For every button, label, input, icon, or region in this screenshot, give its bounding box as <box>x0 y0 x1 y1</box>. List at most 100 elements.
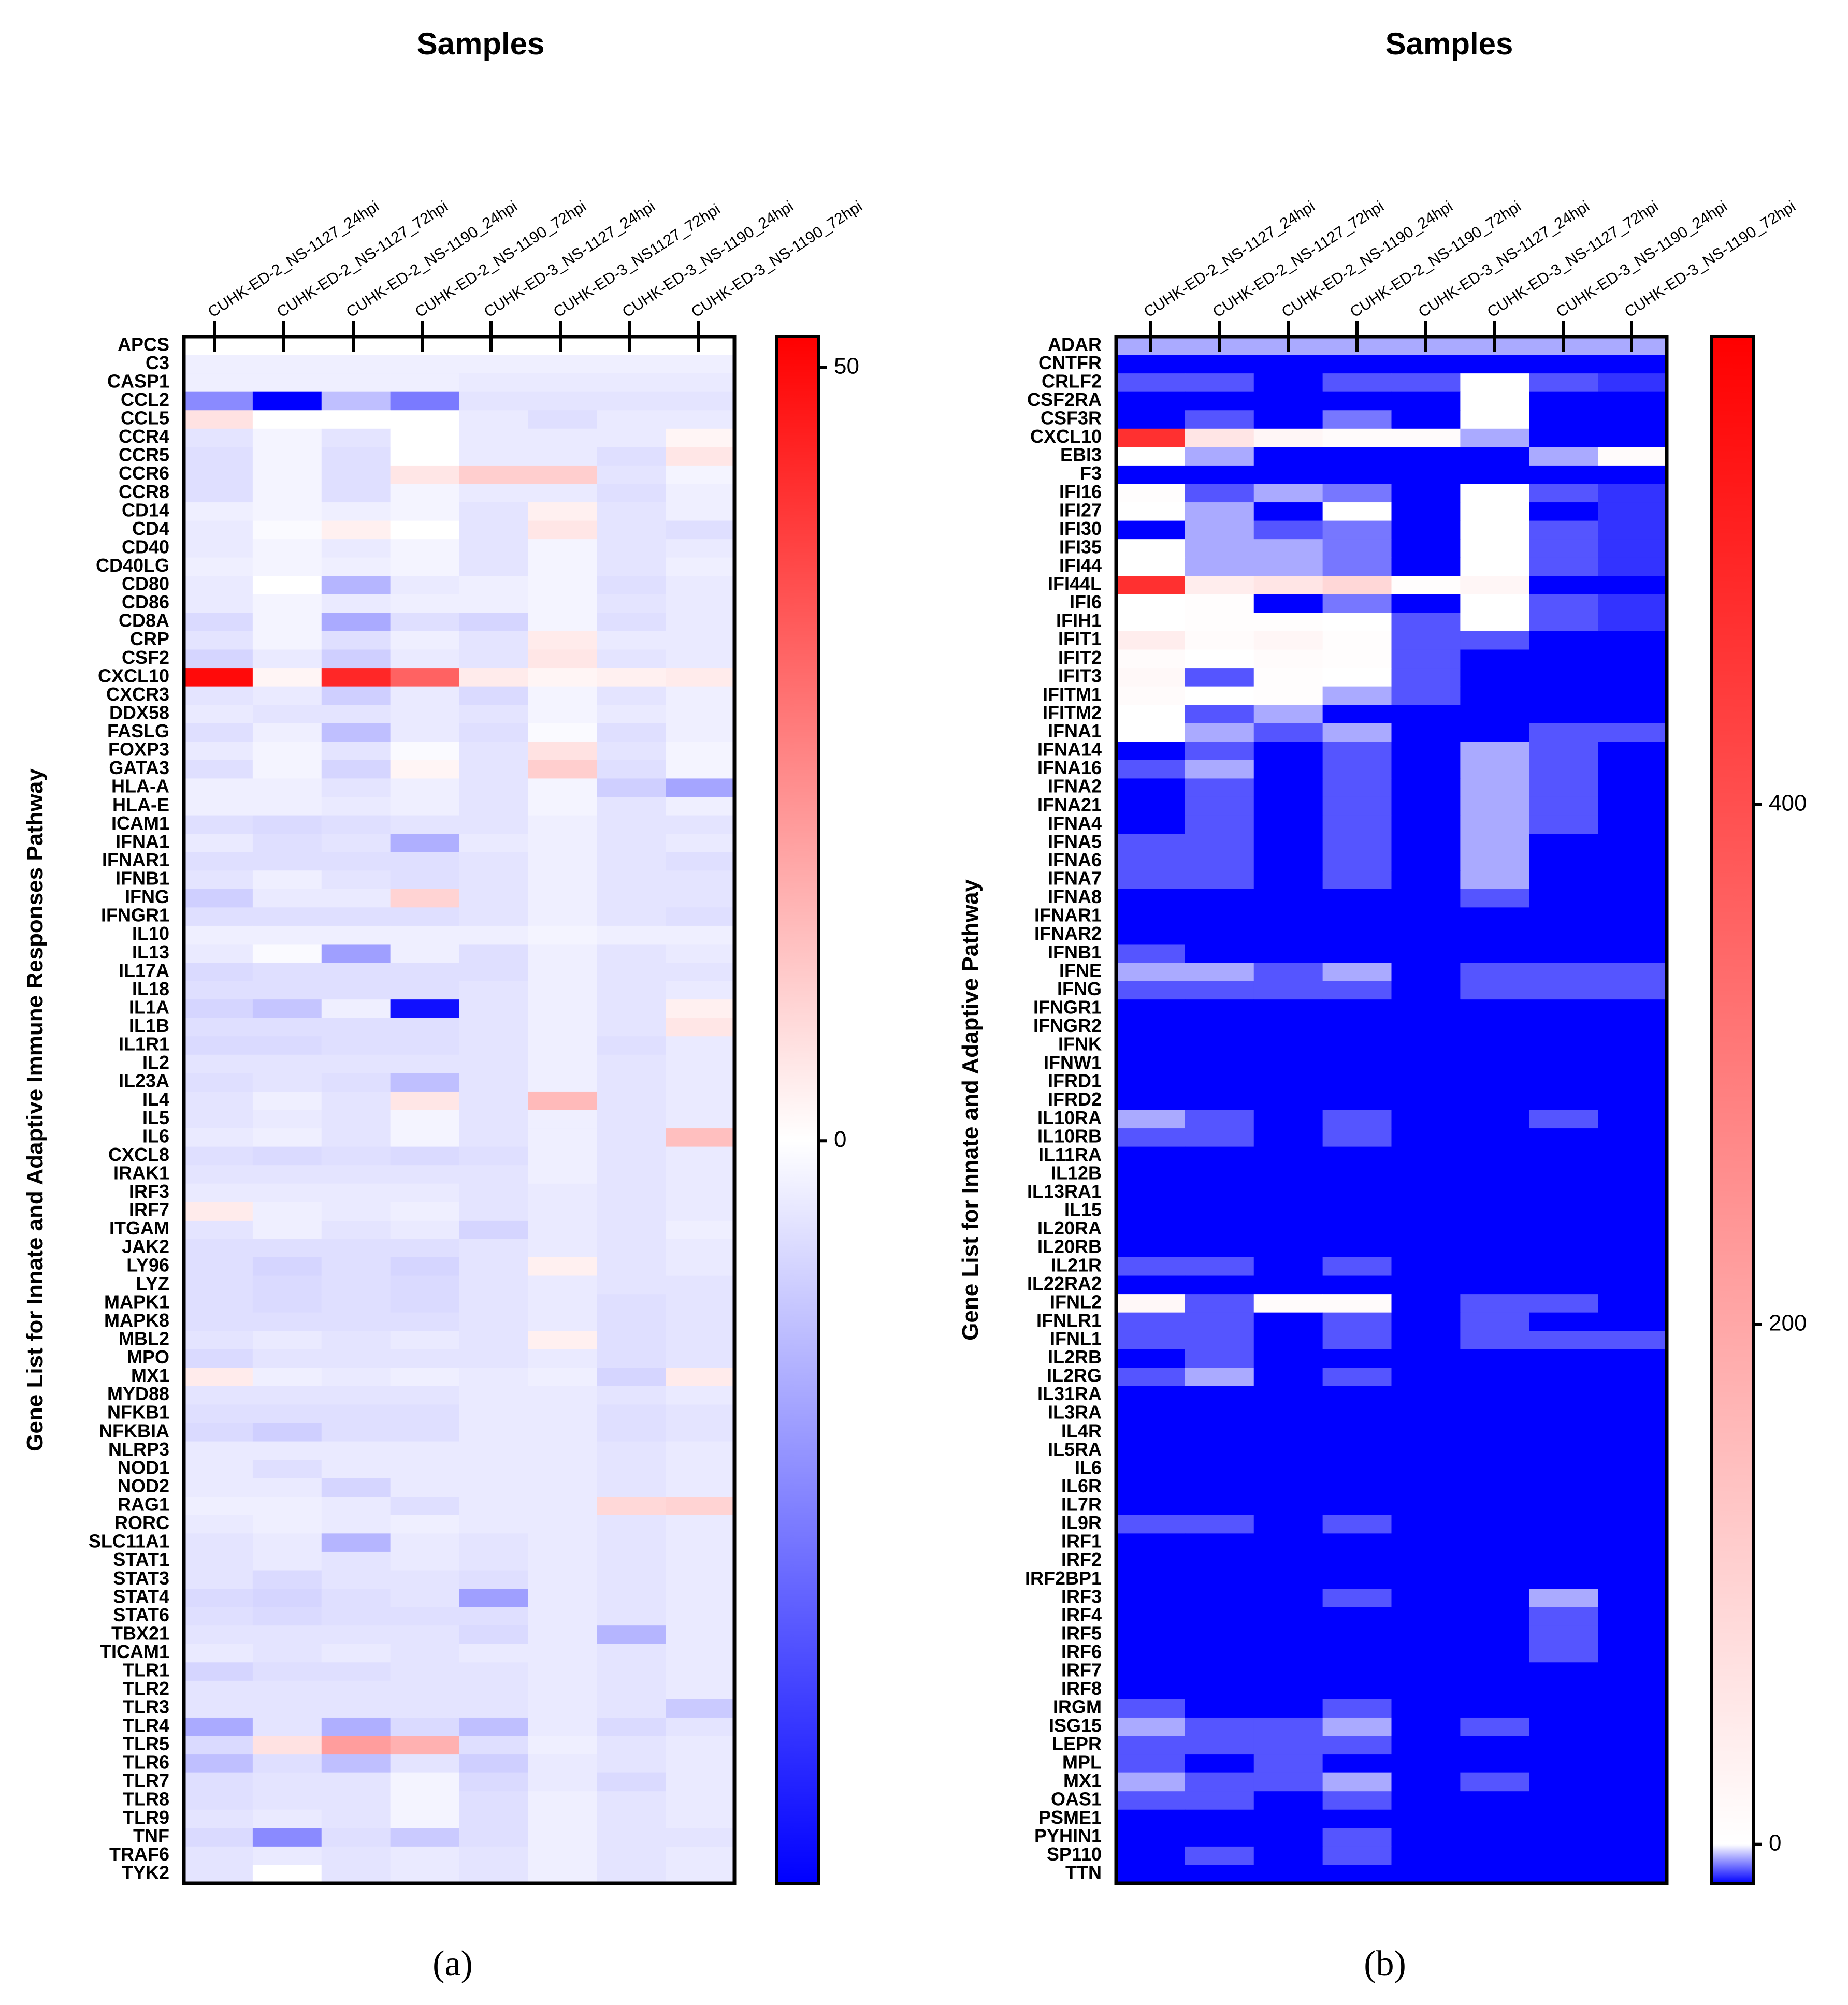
heatmap-cell <box>1185 870 1254 890</box>
heatmap-cell <box>1391 1073 1461 1092</box>
heatmap-cell <box>321 1128 391 1147</box>
heatmap-cell <box>252 889 322 908</box>
heatmap-cell <box>1253 1275 1323 1295</box>
heatmap-cell <box>1116 1570 1186 1589</box>
heatmap-cell <box>1322 391 1392 411</box>
heatmap-cell <box>1391 520 1461 540</box>
heatmap-cell <box>1598 1331 1667 1350</box>
heatmap-cell <box>597 907 666 926</box>
heatmap-cell <box>1391 1772 1461 1792</box>
heatmap-cell <box>1460 981 1529 1000</box>
heatmap-cell <box>390 760 460 779</box>
heatmap-cell <box>1529 1497 1598 1516</box>
heatmap-cell <box>528 1146 597 1166</box>
heatmap-cell <box>666 1386 735 1405</box>
heatmap-cell <box>1253 1110 1323 1129</box>
heatmap-cell <box>252 963 322 982</box>
gene-label: CRP <box>130 628 169 649</box>
heatmap-cell <box>1116 1515 1186 1534</box>
heatmap-cell <box>1253 834 1323 853</box>
heatmap-cell <box>321 1423 391 1442</box>
heatmap-cell <box>459 1220 528 1240</box>
heatmap-cell <box>666 870 735 890</box>
heatmap-cell <box>1598 576 1667 595</box>
heatmap-cell <box>1322 925 1392 945</box>
heatmap-cell <box>1391 1809 1461 1828</box>
heatmap-cell <box>1598 796 1667 816</box>
heatmap-cell <box>252 1754 322 1774</box>
heatmap-cell <box>1185 1791 1254 1810</box>
heatmap-cell <box>666 1257 735 1276</box>
heatmap-cell <box>1460 1275 1529 1295</box>
heatmap-cell <box>459 723 528 742</box>
colorbar-tick-label: 50 <box>834 353 859 379</box>
gene-label: TRAF6 <box>109 1843 169 1865</box>
heatmap-cell <box>321 539 391 558</box>
heatmap-cell <box>390 373 460 393</box>
heatmap-cell <box>252 796 322 816</box>
heatmap-cell <box>252 1036 322 1055</box>
gene-label: MPL <box>1062 1751 1102 1772</box>
heatmap-cell <box>597 815 666 834</box>
heatmap-cell <box>528 963 597 982</box>
heatmap-cell <box>597 1423 666 1442</box>
gene-label: IL9R <box>1061 1512 1102 1533</box>
heatmap-cell <box>597 484 666 503</box>
heatmap-cell <box>1253 484 1323 503</box>
heatmap-cell <box>1598 1073 1667 1092</box>
heatmap-cell <box>390 889 460 908</box>
heatmap-cell <box>597 1865 666 1884</box>
heatmap-cell <box>1253 428 1323 447</box>
heatmap-cell <box>390 1791 460 1810</box>
heatmap-cell <box>1322 852 1392 871</box>
heatmap-cell <box>1391 1460 1461 1479</box>
gene-label: IRF3 <box>1061 1586 1102 1607</box>
gene-label: IFIT3 <box>1058 665 1102 686</box>
heatmap-cell <box>666 1054 735 1073</box>
heatmap-cell <box>1253 686 1323 705</box>
heatmap-cell <box>1529 1441 1598 1460</box>
heatmap-cell <box>597 520 666 540</box>
heatmap-cell <box>1322 465 1392 485</box>
heatmap-cell <box>321 1349 391 1368</box>
heatmap-cell <box>1460 944 1529 963</box>
heatmap-cell <box>321 1772 391 1792</box>
heatmap-cell <box>321 1257 391 1276</box>
heatmap-cell <box>1391 907 1461 926</box>
heatmap-cell <box>459 981 528 1000</box>
heatmap-cell <box>1391 1146 1461 1166</box>
heatmap-cell <box>1116 1478 1186 1497</box>
heatmap-cell <box>1391 1110 1461 1129</box>
gene-label: IL3RA <box>1048 1402 1102 1423</box>
heatmap-cell <box>666 1220 735 1240</box>
gene-label: IL11RA <box>1038 1144 1102 1165</box>
heatmap-cell <box>252 410 322 429</box>
heatmap-cell <box>1116 1054 1186 1073</box>
heatmap-cell <box>1253 870 1323 890</box>
heatmap-cell <box>666 668 735 687</box>
heatmap-cell <box>1529 391 1598 411</box>
heatmap-cell <box>1460 1423 1529 1442</box>
gene-label: CXCL10 <box>98 665 169 686</box>
heatmap-cell <box>528 760 597 779</box>
heatmap-cell <box>1116 1404 1186 1423</box>
heatmap-cell <box>459 1680 528 1700</box>
heatmap-cell <box>666 925 735 945</box>
heatmap-cell <box>184 1478 253 1497</box>
heatmap-cell <box>321 1791 391 1810</box>
heatmap-cell <box>459 373 528 393</box>
heatmap-cell <box>459 1515 528 1534</box>
heatmap-cell <box>1391 1220 1461 1240</box>
heatmap-cell <box>1322 539 1392 558</box>
heatmap-cell <box>252 1589 322 1608</box>
heatmap-cell <box>666 815 735 834</box>
heatmap-cell <box>1529 631 1598 650</box>
heatmap-cell <box>184 1772 253 1792</box>
heatmap-cell <box>597 668 666 687</box>
heatmap-cell <box>390 337 460 356</box>
heatmap-cell <box>1322 1570 1392 1589</box>
gene-label: RORC <box>114 1512 169 1533</box>
gene-label: SLC11A1 <box>89 1531 169 1552</box>
heatmap-cell <box>1185 649 1254 669</box>
heatmap-cell <box>390 1239 460 1258</box>
